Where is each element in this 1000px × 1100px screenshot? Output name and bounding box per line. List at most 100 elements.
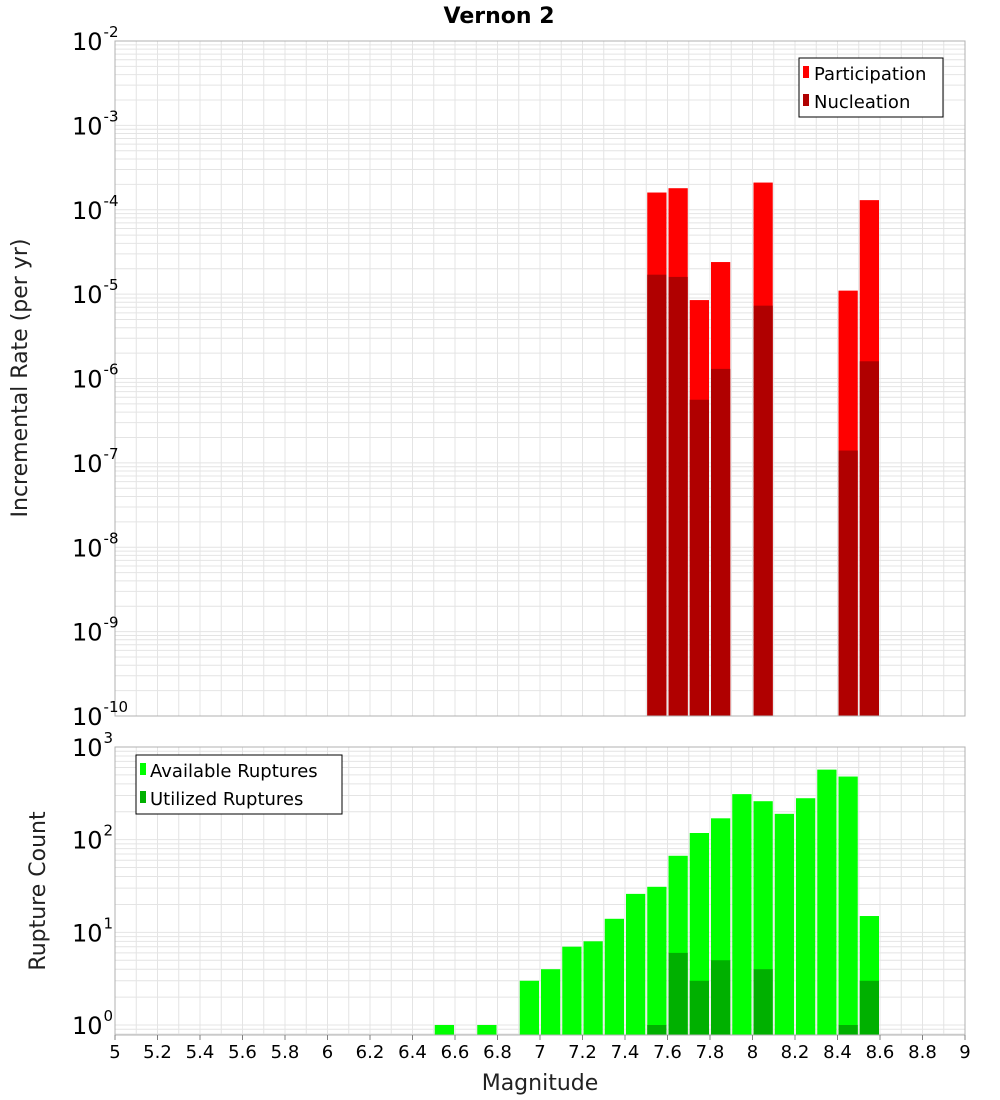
x-tick-label: 8 — [747, 1042, 758, 1063]
x-tick-label: 6 — [322, 1042, 333, 1063]
available-ruptures-bar — [817, 769, 837, 1035]
x-tick-label: 5.8 — [271, 1042, 300, 1063]
y-tick-exponent: -10 — [104, 698, 129, 716]
available-ruptures-bar — [626, 893, 646, 1035]
nucleation-bar — [753, 305, 773, 716]
y-tick-label: 10-9 — [72, 614, 119, 647]
nucleation-legend-swatch — [803, 94, 809, 106]
y-tick-exponent: -2 — [104, 23, 119, 41]
utilized-ruptures-bar — [838, 1025, 858, 1035]
rates-plot-frame — [114, 40, 966, 717]
nucleation-bar — [859, 361, 879, 716]
y-tick-exponent: -3 — [104, 107, 119, 125]
rates-y-label: Incremental Rate (per yr) — [8, 239, 33, 518]
available-ruptures-bar — [541, 969, 561, 1035]
utilized-ruptures-bar — [753, 969, 773, 1035]
rates-legend: Participation Nucleation — [798, 57, 944, 118]
y-tick-label: 10-4 — [72, 192, 119, 225]
y-tick-label: 10-10 — [72, 698, 128, 731]
x-tick-label: 7.8 — [696, 1042, 725, 1063]
nucleation-legend-label: Nucleation — [814, 92, 910, 113]
x-tick-label: 7.6 — [653, 1042, 682, 1063]
utilized-ruptures-bar — [689, 980, 709, 1035]
available-ruptures-bar — [562, 946, 582, 1035]
available-ruptures-bar — [434, 1025, 454, 1035]
x-tick-label: 7.4 — [611, 1042, 640, 1063]
x-axis-label: Magnitude — [482, 1071, 599, 1096]
y-tick-label: 101 — [72, 914, 113, 947]
y-tick-label: 10-6 — [72, 361, 119, 394]
nucleation-bar — [668, 276, 688, 716]
participation-legend-swatch — [803, 66, 809, 78]
x-tick-label: 8.4 — [823, 1042, 852, 1063]
y-tick-label: 103 — [72, 729, 113, 762]
y-tick-label: 100 — [72, 1007, 113, 1040]
x-tick-label: 8.6 — [866, 1042, 895, 1063]
y-tick-exponent: 1 — [104, 914, 114, 932]
x-tick-label: 7.2 — [568, 1042, 597, 1063]
ruptures-y-label: Rupture Count — [26, 811, 51, 971]
y-tick-exponent: -6 — [104, 361, 119, 379]
available-ruptures-bar — [796, 798, 816, 1035]
x-tick-label: 6.8 — [483, 1042, 512, 1063]
y-tick-exponent: -8 — [104, 529, 119, 547]
utilized-ruptures-bar — [647, 1025, 667, 1035]
available-ruptures-bar — [477, 1025, 497, 1035]
available-ruptures-bar — [647, 886, 667, 1035]
y-tick-label: 10-3 — [72, 107, 119, 140]
rates-bars — [647, 182, 879, 717]
y-tick-exponent: -5 — [104, 276, 119, 294]
x-tick-label: 6.6 — [441, 1042, 470, 1063]
y-tick-exponent: 3 — [104, 729, 114, 747]
y-tick-exponent: -7 — [104, 445, 119, 463]
chart-title: Vernon 2 — [444, 4, 555, 29]
x-tick-label: 8.2 — [781, 1042, 810, 1063]
ruptures-bars — [434, 769, 879, 1035]
y-tick-label: 102 — [72, 822, 113, 855]
rates-legend-box — [798, 57, 944, 118]
y-tick-label: 10-7 — [72, 445, 119, 478]
nucleation-bar — [647, 274, 667, 716]
x-tick-label: 5.6 — [228, 1042, 257, 1063]
y-tick-label: 10-5 — [72, 276, 119, 309]
y-tick-exponent: -4 — [104, 192, 119, 210]
available-ruptures-bar — [774, 813, 794, 1035]
participation-legend-label: Participation — [814, 64, 926, 85]
x-tick-label: 6.2 — [356, 1042, 385, 1063]
y-tick-exponent: 2 — [104, 822, 114, 840]
available-ruptures-bar — [519, 980, 539, 1035]
available-legend-label: Available Ruptures — [150, 761, 318, 782]
y-tick-label: 10-8 — [72, 529, 119, 562]
y-tick-exponent: 0 — [104, 1007, 114, 1025]
available-ruptures-bar — [604, 918, 624, 1035]
available-legend-swatch — [140, 763, 146, 775]
utilized-ruptures-bar — [668, 952, 688, 1035]
x-ticks: 5 5.2 5.4 5.6 5.8 6 6.2 6.4 6.6 6.8 7 7.2 7.4 7.6 7.8 8… — [109, 1035, 971, 1063]
x-tick-label: 9 — [959, 1042, 970, 1063]
y-tick-label: 10-2 — [72, 23, 119, 56]
x-tick-label: 8.8 — [908, 1042, 937, 1063]
utilized-legend-label: Utilized Ruptures — [150, 789, 303, 810]
utilized-ruptures-bar — [711, 960, 731, 1035]
x-tick-label: 5.4 — [186, 1042, 215, 1063]
available-ruptures-bar — [583, 941, 603, 1035]
ruptures-legend: Available Ruptures Utilized Ruptures — [135, 754, 343, 815]
utilized-legend-swatch — [140, 791, 146, 803]
x-tick-label: 6.4 — [398, 1042, 427, 1063]
nucleation-bar — [711, 368, 731, 716]
rates-grid — [114, 41, 966, 717]
utilized-ruptures-bar — [859, 980, 879, 1035]
nucleation-bar — [838, 450, 858, 716]
available-ruptures-bar — [838, 776, 858, 1035]
rates-panel: 10-10 10-9 10-8 10-7 10-6 10-5 10-4 10-3 10-2 In… — [8, 23, 966, 731]
y-tick-exponent: -9 — [104, 614, 119, 632]
ruptures-legend-box — [135, 754, 343, 815]
nucleation-bar — [689, 399, 709, 716]
available-ruptures-bar — [732, 794, 752, 1035]
x-tick-label: 5 — [109, 1042, 120, 1063]
x-tick-label: 5.2 — [143, 1042, 172, 1063]
x-tick-label: 7 — [534, 1042, 545, 1063]
